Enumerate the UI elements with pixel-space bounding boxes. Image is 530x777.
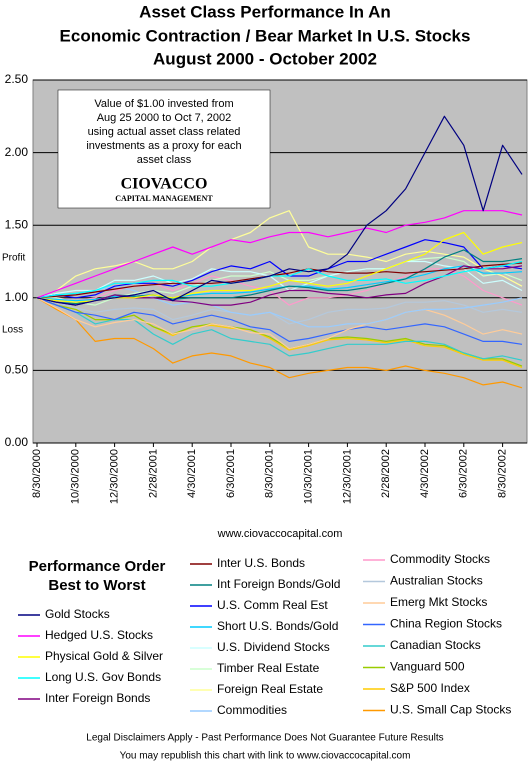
series-line — [37, 268, 523, 306]
x-tick-label: 8/30/2000 — [31, 449, 43, 498]
annotation: asset class — [137, 154, 192, 166]
x-tick-label: 12/30/2001 — [341, 449, 353, 504]
chart-title: August 2000 - October 2002 — [153, 49, 377, 68]
annotation: using actual asset class related — [88, 126, 241, 138]
x-tick-label: 10/30/2001 — [303, 449, 315, 504]
x-tick-label: 6/30/2001 — [225, 449, 237, 498]
legend-label: Timber Real Estate — [217, 661, 320, 675]
legend-label: Australian Stocks — [390, 574, 483, 588]
series-line — [36, 297, 523, 325]
legend-label: Long U.S. Gov Bonds — [45, 670, 161, 684]
series-line — [36, 297, 523, 350]
legend-title: Best to Worst — [48, 577, 145, 594]
annotation: Aug 25 2000 to Oct 7, 2002 — [97, 112, 232, 124]
x-tick-label: 8/30/2001 — [264, 449, 276, 498]
series-line — [36, 285, 523, 328]
legend-label: Commodity Stocks — [390, 552, 490, 566]
legend-label: Commodities — [217, 703, 287, 717]
legend-label: Hedged U.S. Stocks — [45, 628, 153, 642]
y-tick-label: 2.00 — [5, 145, 29, 159]
x-tick-label: 4/30/2001 — [186, 449, 198, 498]
x-tick-label: 2/28/2001 — [147, 449, 159, 498]
legend-label: Int Foreign Bonds/Gold — [217, 577, 340, 591]
legend-label: Canadian Stocks — [390, 638, 481, 652]
legend-label: U.S. Comm Real Est — [217, 598, 328, 612]
x-tick-label: 12/30/2000 — [109, 449, 121, 504]
series-line — [36, 297, 523, 345]
legend-label: U.S. Dividend Stocks — [217, 640, 330, 654]
series-line — [36, 115, 523, 306]
legend-label: S&P 500 Index — [390, 681, 470, 695]
logo: CIOVACCO — [121, 176, 208, 193]
y-tick-label: 2.50 — [5, 72, 29, 86]
series-line — [36, 210, 523, 299]
legend-title: Performance Order — [29, 558, 166, 575]
series-line — [36, 260, 523, 299]
logo-subtitle: CAPITAL MANAGEMENT — [115, 194, 213, 203]
chart-title: Economic Contraction / Bear Market In U.… — [60, 26, 471, 45]
annotation: Profit — [2, 253, 26, 264]
annotation-box — [57, 89, 271, 209]
legend-label: China Region Stocks — [390, 617, 502, 631]
y-tick-label: 1.50 — [5, 217, 29, 231]
footer: Legal Disclaimers Apply - Past Performan… — [86, 733, 443, 744]
legend-label: Gold Stocks — [45, 607, 110, 621]
series-line — [36, 297, 523, 389]
x-tick-label: 2/28/2002 — [380, 449, 392, 498]
legend-label: Emerg Mkt Stocks — [390, 595, 487, 609]
legend-label: Short U.S. Bonds/Gold — [217, 619, 338, 633]
footer: You may republish this chart with link t… — [120, 751, 411, 762]
x-tick-label: 6/30/2002 — [458, 449, 470, 498]
y-tick-label: 0.50 — [5, 363, 29, 377]
x-tick-label: 10/30/2000 — [70, 449, 82, 504]
chart-title: Asset Class Performance In An — [139, 2, 391, 21]
legend-label: U.S. Small Cap Stocks — [390, 703, 511, 717]
series-line — [36, 210, 523, 299]
x-tick-label: 4/30/2002 — [419, 449, 431, 498]
x-tick-label: 8/30/2002 — [497, 449, 509, 498]
website: www.ciovaccocapital.com — [217, 528, 343, 540]
legend-label: Inter U.S. Bonds — [217, 556, 305, 570]
series-line — [36, 262, 523, 299]
annotation: investments as a proxy for each — [86, 140, 241, 152]
y-tick-label: 0.00 — [5, 435, 29, 449]
series-line — [36, 297, 523, 361]
annotation: Value of $1.00 invested from — [94, 98, 233, 110]
legend-label: Vanguard 500 — [390, 660, 465, 674]
y-tick-label: 1.00 — [5, 290, 29, 304]
annotation: Loss — [2, 325, 23, 336]
legend-label: Physical Gold & Silver — [45, 649, 163, 663]
legend-label: Foreign Real Estate — [217, 682, 323, 696]
legend-label: Inter Foreign Bonds — [45, 691, 150, 705]
series-line — [36, 265, 523, 302]
